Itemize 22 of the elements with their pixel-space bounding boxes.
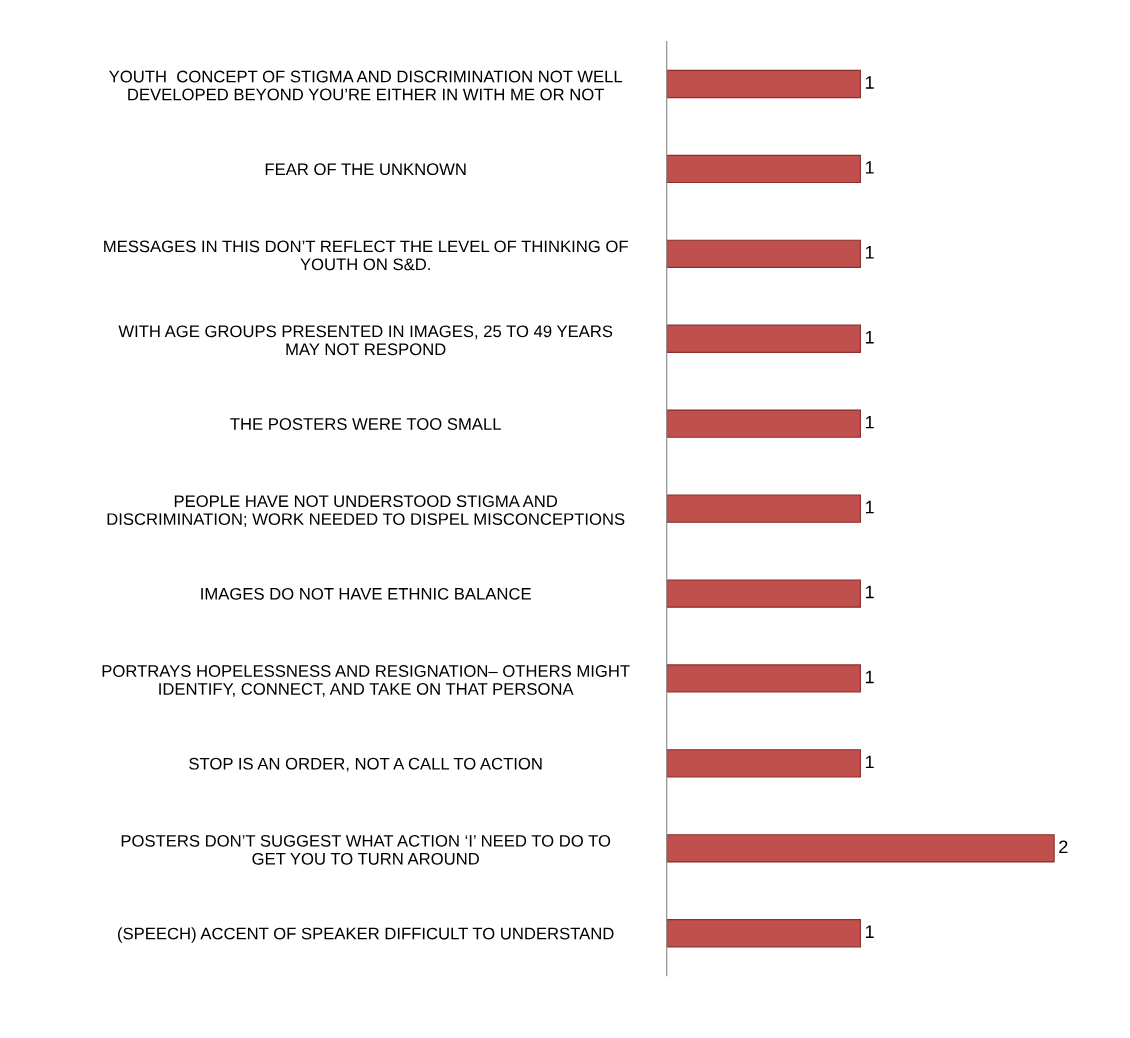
data-label: 1: [865, 415, 874, 429]
data-label: 1: [865, 500, 874, 514]
y-tick-label: POSTERS DON’T SUGGEST WHAT ACTION ‘I’ NEED TO DO TO GET YOU TO TURN AROUND: [121, 834, 611, 865]
data-label: 1: [865, 161, 874, 174]
y-tick-label: YOUTH CONCEPT OF STIGMA AND DISCRIMINATION NOT WELL DEVELOPED BEYOND YOU’RE EITHER IN WITH ME OR NOT: [109, 70, 623, 101]
data-label: 1: [865, 670, 874, 684]
data-label: 1: [865, 925, 874, 938]
data-label: 1: [865, 585, 874, 599]
y-tick-label: THE POSTERS WERE TOO SMALL: [230, 418, 501, 430]
y-tick-label: MESSAGES IN THIS DON’T REFLECT THE LEVEL OF THINKING OF YOUTH ON S&D.: [104, 240, 628, 271]
data-label: 1: [865, 755, 874, 769]
y-tick-label: IMAGES DO NOT HAVE ETHNIC BALANCE: [201, 587, 531, 600]
data-label: 1: [865, 246, 874, 259]
y-tick-label: (SPEECH) ACCENT OF SPEAKER DIFFICULT TO UNDERSTAND: [118, 927, 614, 943]
data-label: 1: [865, 76, 874, 89]
y-tick-label: PEOPLE HAVE NOT UNDERSTOOD STIGMA AND DISCRIMINATION; WORK NEEDED TO DISPEL MISCONCEPTIONS: [107, 495, 625, 527]
y-tick-label: WITH AGE GROUPS PRESENTED IN IMAGES, 25 TO 49 YEARS MAY NOT RESPOND: [118, 325, 613, 356]
data-label: 2: [1059, 840, 1068, 853]
y-tick-label: STOP IS AN ORDER, NOT A CALL TO ACTION: [189, 757, 542, 772]
data-label: 1: [865, 331, 874, 344]
y-tick-label: PORTRAYS HOPELESSNESS AND RESIGNATION– OTHERS MIGHT IDENTIFY, CONNECT, AND TAKE ON THAT PERSONA: [102, 665, 630, 697]
y-tick-label: FEAR OF THE UNKNOWN: [265, 163, 466, 176]
